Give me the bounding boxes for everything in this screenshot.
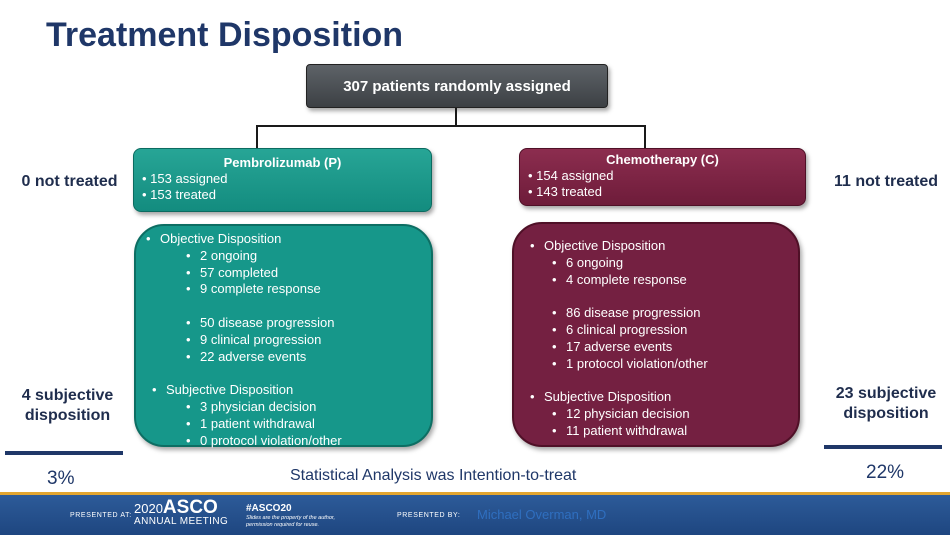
list-item: • 86 disease progression	[530, 305, 798, 322]
chemotherapy-not-treated: 11 not treated	[822, 172, 950, 192]
slide-title: Treatment Disposition	[46, 16, 403, 55]
objective-header: • Objective Disposition	[146, 231, 431, 248]
pembrolizumab-not-treated: 0 not treated	[12, 172, 127, 192]
list-item: • 6 ongoing	[530, 255, 798, 272]
connector-right-drop	[644, 125, 646, 148]
connector-left-drop	[256, 125, 258, 148]
hashtag-block: #ASCO20 Slides are the property of the a…	[246, 503, 335, 528]
list-item: • 50 disease progression	[146, 315, 431, 332]
pembrolizumab-arm-name: Pembrolizumab (P)	[142, 155, 423, 171]
list-item: • 2 ongoing	[146, 248, 431, 265]
pembrolizumab-percent: 3%	[47, 468, 74, 490]
connector-horizontal	[256, 125, 645, 127]
chemotherapy-treated: • 143 treated	[528, 184, 797, 200]
list-item: • 57 completed	[146, 265, 431, 282]
meeting-year: 2020	[134, 501, 163, 516]
chemotherapy-rule	[824, 445, 942, 449]
disclaimer-line-2: permission required for reuse.	[246, 522, 335, 529]
list-item: • 0 protocol violation/other	[146, 433, 431, 450]
hashtag: #ASCO20	[246, 503, 335, 515]
list-item: • 12 physician decision	[530, 406, 798, 423]
pembrolizumab-treated: • 153 treated	[142, 187, 423, 203]
presented-by-label: PRESENTED BY:	[397, 512, 460, 519]
connector-vertical-top	[455, 108, 457, 126]
list-item: • 3 physician decision	[146, 399, 431, 416]
annual-meeting-label: ANNUAL MEETING	[134, 515, 228, 528]
chemotherapy-arm-name: Chemotherapy (C)	[528, 152, 797, 168]
statistical-analysis-note: Statistical Analysis was Intention-to-tr…	[290, 467, 576, 485]
objective-header: • Objective Disposition	[530, 238, 798, 255]
randomized-label: 307 patients randomly assigned	[343, 78, 571, 95]
chemotherapy-percent: 22%	[866, 462, 904, 484]
randomized-box: 307 patients randomly assigned	[306, 64, 608, 108]
chemotherapy-disposition-box: • Objective Disposition • 6 ongoing • 4 com…	[512, 222, 800, 447]
pembrolizumab-subjective-disposition: 4 subjective disposition	[10, 386, 125, 426]
pembrolizumab-arm-box: Pembrolizumab (P) • 153 assigned • 153 t…	[133, 148, 432, 212]
asco-logo: 2020ASCO ANNUAL MEETING	[134, 501, 228, 528]
list-item: • 22 adverse events	[146, 349, 431, 366]
pembrolizumab-assigned: • 153 assigned	[142, 171, 423, 187]
disclaimer-line-1: Slides are the property of the author,	[246, 515, 335, 522]
subjective-header: • Subjective Disposition	[530, 389, 798, 406]
list-item: • 1 patient withdrawal	[146, 416, 431, 433]
footer-band: PRESENTED AT: 2020ASCO ANNUAL MEETING #A…	[0, 492, 950, 535]
presented-at-label: PRESENTED AT:	[70, 512, 132, 519]
list-item: • 17 adverse events	[530, 339, 798, 356]
presenter-name: Michael Overman, MD	[477, 507, 606, 522]
chemotherapy-assigned: • 154 assigned	[528, 168, 797, 184]
list-item: • 6 clinical progression	[530, 322, 798, 339]
list-item: • 9 complete response	[146, 281, 431, 298]
list-item: • 1 protocol violation/other	[530, 356, 798, 373]
pembrolizumab-disposition-box: • Objective Disposition • 2 ongoing • 57 co…	[134, 224, 433, 447]
chemotherapy-arm-box: Chemotherapy (C) • 154 assigned • 143 tr…	[519, 148, 806, 206]
list-item: • 4 complete response	[530, 272, 798, 289]
list-item: • 9 clinical progression	[146, 332, 431, 349]
list-item: • 11 patient withdrawal	[530, 423, 798, 440]
chemotherapy-subjective-disposition: 23 subjective disposition	[822, 384, 950, 424]
subjective-header: • Subjective Disposition	[146, 382, 431, 399]
pembrolizumab-rule	[5, 451, 123, 455]
